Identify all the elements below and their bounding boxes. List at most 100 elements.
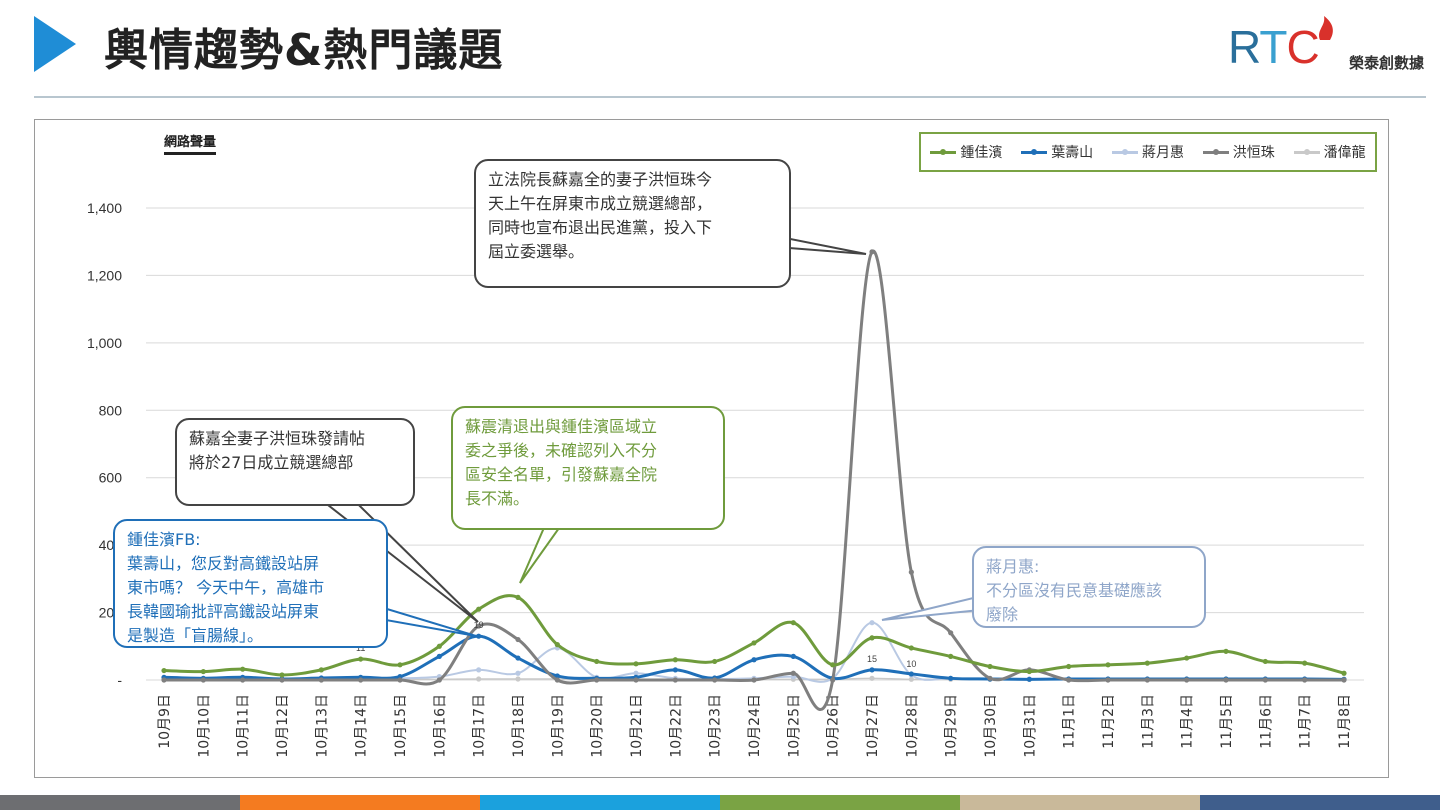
logo-flame-icon <box>1319 16 1333 40</box>
data-point <box>279 672 285 678</box>
data-point <box>672 677 678 683</box>
y-tick-label: - <box>117 672 122 688</box>
callout-line: 長韓國瑜批評高鐵設站屏東 <box>127 602 320 621</box>
data-point <box>869 620 875 626</box>
data-point <box>1262 658 1268 665</box>
callout-line: 是製造「盲腸線」。 <box>127 626 264 645</box>
callout-zhong-conflict: 蘇震清退出與鍾佳濱區域立 委之爭後，未確認列入不分 區安全名單，引發蘇嘉全院 長不滿。 <box>451 406 725 530</box>
data-point <box>318 667 324 673</box>
footer-color-segment <box>720 795 960 810</box>
data-point <box>1144 660 1150 666</box>
legend-marker <box>940 148 947 155</box>
data-point <box>790 653 796 660</box>
callout-line: 區安全名單，引發蘇嘉全院 <box>465 465 658 484</box>
series-line-3 <box>164 249 1344 712</box>
x-tick-label: 10月11日 <box>236 694 252 758</box>
y-tick-label: 1,200 <box>87 267 122 283</box>
legend-swatch <box>1021 148 1048 155</box>
legend-marker <box>1303 148 1310 155</box>
data-point <box>594 658 600 665</box>
x-tick-label: 10月13日 <box>314 694 330 758</box>
callout-line: 不分區沒有民意基礎應該 <box>986 581 1163 600</box>
legend-label: 洪恒珠 <box>1232 145 1275 161</box>
callout-zhong-fb: 鍾佳濱FB: 葉壽山，您反對高鐵設站屏 東市嗎？ 今天中午，高雄市 長韓國瑜批評高鐵設… <box>113 519 388 648</box>
data-point <box>908 645 914 651</box>
data-point <box>751 657 757 663</box>
title-marker-icon <box>34 16 76 72</box>
data-point <box>200 668 206 675</box>
x-tick-label: 10月23日 <box>708 694 724 758</box>
x-tick-label: 11月1日 <box>1062 694 1078 749</box>
data-point <box>948 653 954 660</box>
data-point <box>672 667 678 673</box>
data-point <box>358 677 364 683</box>
callout-su: 蘇嘉全妻子洪恒珠發請帖 將於27日成立競選總部 <box>175 418 415 506</box>
data-label: 10 <box>906 659 916 669</box>
legend-label: 鍾佳濱 <box>960 145 1003 161</box>
legend-swatch <box>930 148 957 155</box>
legend-marker <box>1121 148 1128 155</box>
callout-line: 葉壽山，您反對高鐵設站屏 <box>127 554 320 573</box>
chart-legend: 鍾佳濱 葉壽山 蔣月惠 洪恒珠 潘偉龍 <box>919 132 1377 172</box>
data-point <box>436 643 442 649</box>
footer-color-segment <box>0 795 240 810</box>
data-point <box>948 675 954 681</box>
y-tick-label: 1,400 <box>87 200 122 216</box>
logo-subtitle: 榮泰創數據 <box>1348 54 1424 72</box>
data-point <box>948 630 954 636</box>
company-logo: RTC 榮泰創數據 <box>1228 14 1424 78</box>
data-point <box>1144 677 1150 683</box>
x-tick-label: 10月24日 <box>747 694 763 758</box>
legend-label: 蔣月惠 <box>1141 145 1184 161</box>
legend-item: 潘偉龍 <box>1293 142 1366 162</box>
x-tick-label: 11月4日 <box>1180 694 1196 749</box>
data-point <box>240 666 246 672</box>
legend-swatch <box>1111 148 1138 155</box>
x-tick-label: 10月27日 <box>865 694 881 758</box>
logo-mark: RTC <box>1228 21 1320 73</box>
data-point <box>1341 670 1347 676</box>
x-tick-label: 11月7日 <box>1298 694 1314 749</box>
x-tick-label: 10月28日 <box>904 694 920 758</box>
x-tick-label: 10月21日 <box>629 694 645 758</box>
data-point <box>397 677 403 683</box>
legend-marker <box>1212 148 1219 155</box>
x-tick-label: 10月26日 <box>826 694 842 758</box>
legend-item: 鍾佳濱 <box>930 142 1002 162</box>
data-point <box>1066 677 1072 683</box>
page-title: 輿情趨勢&熱門議題 <box>104 25 504 76</box>
data-point <box>476 667 482 673</box>
legend-swatch <box>1293 148 1320 155</box>
callout-line: 廢除 <box>986 605 1019 624</box>
callout-line: 蘇嘉全妻子洪恒珠發請帖 <box>189 429 366 448</box>
legend-item: 洪恒珠 <box>1202 142 1275 162</box>
legend-item: 蔣月惠 <box>1111 142 1184 162</box>
data-point <box>869 635 875 641</box>
data-point <box>476 623 482 629</box>
data-point <box>1184 677 1190 683</box>
x-tick-label: 10月19日 <box>550 694 566 758</box>
x-tick-label: 10月31日 <box>1022 694 1038 758</box>
data-point <box>633 670 639 676</box>
data-point <box>751 677 757 683</box>
x-tick-label: 10月22日 <box>668 694 684 758</box>
callout-line: 鍾佳濱FB: <box>127 530 201 549</box>
data-point <box>712 677 718 683</box>
callout-line: 長不滿。 <box>465 489 530 508</box>
data-point <box>476 633 482 639</box>
callout-line: 蔣月惠: <box>986 557 1040 576</box>
data-point <box>515 676 521 682</box>
x-tick-label: 11月2日 <box>1101 694 1117 749</box>
x-tick-label: 10月18日 <box>511 694 527 758</box>
data-point <box>1105 662 1111 668</box>
callout-line: 蘇震清退出與鍾佳濱區域立 <box>465 417 658 436</box>
data-point <box>554 642 560 648</box>
footer-color-segment <box>480 795 720 810</box>
y-tick-label: 800 <box>99 402 123 418</box>
data-point <box>869 249 875 255</box>
data-point <box>358 656 364 662</box>
x-tick-label: 10月15日 <box>393 694 409 758</box>
data-point <box>1066 663 1072 670</box>
footer-color-segment <box>240 795 480 810</box>
data-point <box>1341 677 1347 683</box>
